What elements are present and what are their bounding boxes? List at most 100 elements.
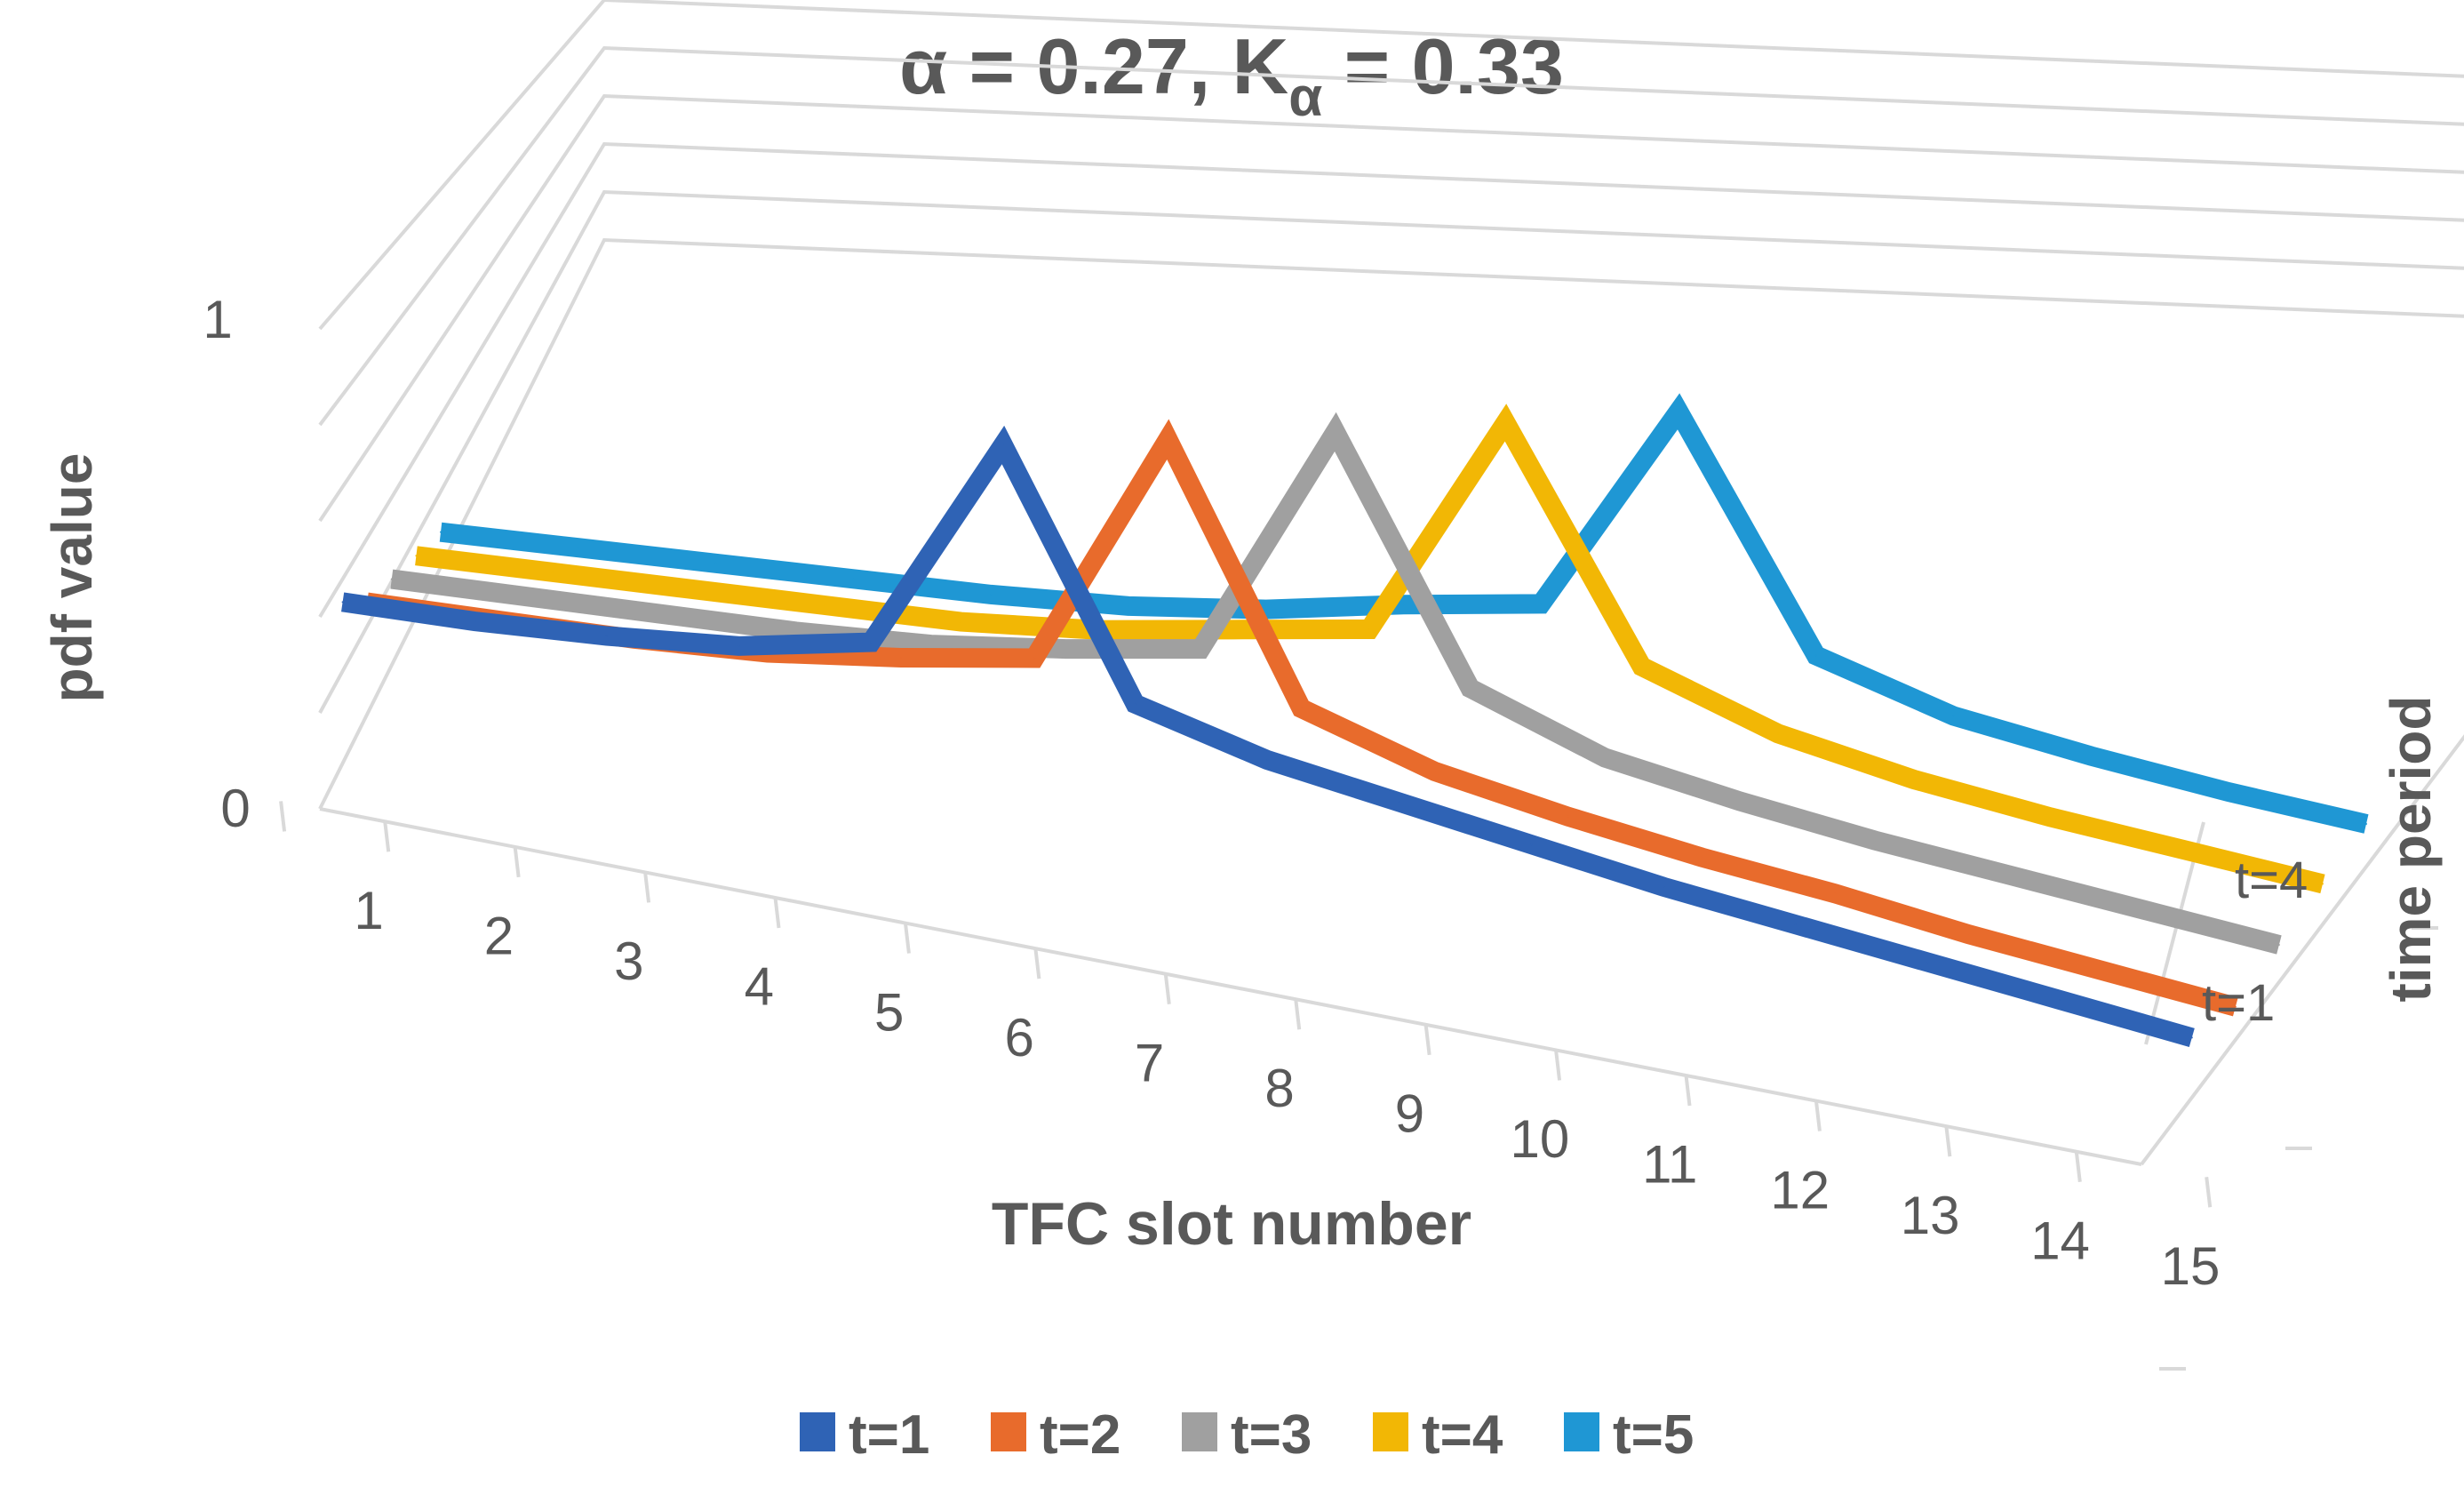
x-tick-label-6: 6 — [1004, 1008, 1033, 1067]
z-axis-title: time period — [2379, 696, 2443, 1003]
point-t=5-8 — [1402, 604, 1405, 606]
point-t=1-3 — [605, 635, 608, 637]
point-t=2-10 — [1567, 815, 1569, 818]
point-t=3-8 — [1334, 430, 1336, 433]
x-axis-tick — [1554, 1050, 1562, 1081]
y-tick-label-max: 1 — [203, 290, 232, 349]
point-t=1-15 — [2190, 1036, 2193, 1039]
point-t=1-2 — [474, 620, 476, 623]
x-tick-label-3: 3 — [614, 931, 643, 991]
point-t=1-7 — [1134, 702, 1136, 705]
point-t=4-15 — [2321, 883, 2324, 885]
legend-swatch-t=3 — [1182, 1412, 1217, 1451]
x-tick-label-2: 2 — [484, 907, 514, 966]
z-tick-label-t4: t=4 — [2235, 851, 2308, 909]
point-t=5-2 — [577, 547, 579, 549]
point-t=1-12 — [1794, 923, 1797, 926]
x-tick-label-15: 15 — [2161, 1236, 2221, 1296]
point-t=1-13 — [1926, 961, 1929, 963]
gridline-4 — [318, 45, 2464, 427]
point-t=5-11 — [1814, 654, 1817, 657]
series-line-t=3 — [390, 412, 2282, 955]
gridlines — [318, 0, 2464, 1166]
point-t=4-10 — [1640, 665, 1643, 668]
point-t=5-6 — [1127, 604, 1129, 607]
x-tick-label-11: 11 — [1642, 1135, 1697, 1195]
point-t=3-14 — [2143, 908, 2146, 911]
x-axis-tick — [383, 821, 391, 852]
point-t=4-7 — [1232, 628, 1234, 631]
point-t=4-9 — [1504, 421, 1507, 424]
z-tick-label-t1: t=1 — [2202, 974, 2275, 1032]
point-t=3-15 — [2277, 943, 2280, 946]
point-t=5-14 — [2228, 791, 2230, 794]
x-axis-tick — [1684, 1075, 1692, 1107]
point-t=3-2 — [525, 596, 528, 598]
point-t=5-12 — [1952, 715, 1955, 717]
axis-ticks — [279, 801, 2438, 1371]
point-t=5-15 — [2365, 823, 2367, 826]
legend-label-t=4: t=4 — [1422, 1404, 1503, 1466]
point-t=4-13 — [2049, 816, 2052, 819]
point-t=4-12 — [1913, 779, 1916, 781]
x-axis-tick — [279, 801, 287, 832]
legend: t=1 t=2 t=3 t=4 t=5 — [800, 1404, 1694, 1466]
point-t=5-13 — [2090, 755, 2093, 757]
point-t=3-3 — [660, 612, 663, 615]
y-axis-title: pdf value — [40, 453, 104, 703]
point-t=3-5 — [929, 644, 932, 646]
y-tick-label-min: 0 — [220, 779, 250, 838]
x-axis-tick — [643, 872, 651, 903]
point-t=2-11 — [1701, 856, 1703, 859]
x-tick-label-12: 12 — [1770, 1160, 1830, 1219]
x-tick-label-1: 1 — [354, 881, 383, 940]
x-axis-tick — [1423, 1024, 1431, 1056]
x-axis-tick — [1294, 999, 1302, 1030]
x-axis-tick — [513, 846, 521, 878]
point-t=2-7 — [1167, 438, 1169, 441]
point-t=4-2 — [551, 571, 554, 573]
point-t=1-9 — [1398, 801, 1400, 803]
point-t=4-4 — [824, 604, 826, 607]
point-t=1-5 — [870, 641, 873, 644]
point-t=4-14 — [2185, 849, 2188, 851]
legend-swatch-t=5 — [1564, 1412, 1599, 1451]
point-t=1-6 — [1001, 444, 1004, 446]
point-t=2-9 — [1433, 770, 1436, 772]
point-t=4-1 — [415, 555, 418, 557]
x-tick-label-13: 13 — [1901, 1186, 1960, 1245]
legend-swatch-t=4 — [1373, 1412, 1408, 1451]
point-t=1-8 — [1266, 758, 1269, 761]
x-tick-label-14: 14 — [2030, 1211, 2090, 1270]
x-axis-tick — [1163, 973, 1171, 1004]
point-t=4-3 — [687, 588, 690, 590]
point-t=2-6 — [1033, 657, 1036, 660]
point-t=2-15 — [2234, 1005, 2237, 1008]
x-tick-label-10: 10 — [1510, 1109, 1569, 1169]
point-t=3-7 — [1200, 648, 1202, 651]
point-t=5-10 — [1678, 410, 1680, 412]
point-t=1-1 — [341, 601, 344, 604]
legend-label-t=1: t=1 — [849, 1404, 929, 1466]
point-t=5-9 — [1540, 603, 1543, 605]
gridline-3 — [318, 93, 2464, 523]
point-t=3-9 — [1469, 687, 1471, 690]
point-t=3-1 — [390, 578, 393, 580]
x-axis-tick — [1814, 1100, 1822, 1131]
series-lines — [341, 393, 2369, 1047]
x-tick-label-5: 5 — [874, 982, 904, 1042]
gridline-5 — [318, 0, 2464, 331]
point-t=3-6 — [1065, 648, 1067, 651]
legend-label-t=5: t=5 — [1613, 1404, 1694, 1466]
point-t=5-3 — [714, 562, 717, 564]
x-axis-tick — [1033, 947, 1041, 979]
legend-label-t=3: t=3 — [1231, 1404, 1312, 1466]
x-tick-label-8: 8 — [1264, 1059, 1294, 1118]
point-t=1-4 — [738, 644, 740, 647]
x-axis-title: TFC slot number — [992, 1190, 1471, 1258]
floor-front-edge — [319, 807, 2142, 1166]
gridline-1 — [318, 189, 2464, 714]
legend-swatch-t=2 — [991, 1412, 1026, 1451]
